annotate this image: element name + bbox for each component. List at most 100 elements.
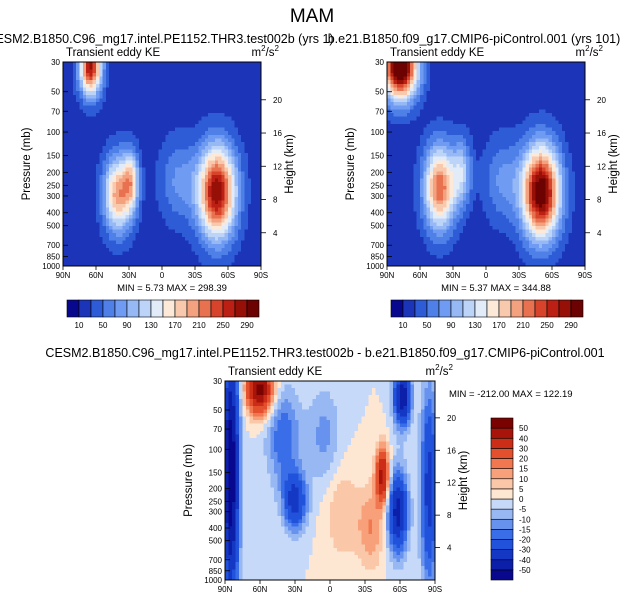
heat-cell — [221, 167, 226, 172]
heat-cell — [387, 62, 391, 67]
heat-cell — [102, 160, 107, 165]
heat-cell — [122, 72, 127, 77]
heat-cell — [387, 83, 391, 88]
heat-cell — [112, 123, 117, 128]
heat-cell — [410, 134, 414, 139]
heat-cell — [155, 211, 160, 216]
heat-cell — [109, 207, 113, 212]
heat-cell — [231, 204, 235, 209]
heat-cell — [234, 156, 239, 161]
heat-cell — [109, 109, 113, 114]
heat-cell — [525, 123, 530, 128]
heat-cell — [426, 76, 431, 81]
heat-cell — [387, 149, 391, 154]
heat-cell — [89, 255, 94, 260]
heat-cell — [231, 62, 235, 67]
heat-cell — [565, 113, 569, 118]
heat-cell — [446, 80, 451, 85]
heat-cell — [241, 109, 245, 114]
heat-cell — [158, 262, 163, 267]
heat-cell — [132, 204, 136, 209]
heat-cell — [234, 240, 239, 245]
heat-cell — [181, 204, 186, 209]
heat-cell — [115, 62, 120, 67]
heat-cell — [76, 80, 80, 85]
heat-cell — [122, 87, 127, 92]
heat-cell — [152, 262, 156, 267]
heat-cell — [502, 127, 507, 132]
heat-cell — [145, 222, 150, 227]
heat-cell — [502, 142, 507, 147]
heat-cell — [76, 149, 80, 154]
heat-cell — [505, 138, 510, 143]
heat-cell — [456, 116, 460, 121]
heat-cell — [63, 127, 67, 132]
heat-cell — [125, 142, 130, 147]
heat-cell — [552, 83, 556, 88]
heat-cell — [208, 120, 212, 125]
heat-cell — [115, 211, 120, 216]
heat-cell — [188, 156, 193, 161]
heat-cell — [125, 211, 130, 216]
heat-cell — [453, 69, 457, 74]
heat-cell — [578, 94, 583, 99]
heat-cell — [115, 160, 120, 165]
heat-cell — [247, 258, 252, 263]
heat-cell — [92, 215, 97, 220]
heat-cell — [433, 113, 437, 118]
heat-cell — [171, 156, 176, 161]
heat-cell — [218, 120, 222, 125]
heat-cell — [86, 65, 90, 70]
heat-cell — [244, 83, 249, 88]
heat-cell — [135, 236, 140, 241]
heat-cell — [142, 247, 146, 252]
heat-cell — [175, 211, 179, 216]
heat-cell — [423, 87, 427, 92]
heat-cell — [237, 178, 242, 183]
heat-cell — [416, 156, 421, 161]
heat-cell — [99, 134, 103, 139]
heat-cell — [171, 200, 176, 205]
heat-cell — [135, 142, 140, 147]
heat-cell — [221, 255, 226, 260]
heat-cell — [191, 171, 196, 176]
heat-cell — [99, 156, 103, 161]
heat-cell — [555, 87, 559, 92]
heat-cell — [89, 171, 94, 176]
heat-cell — [152, 233, 156, 238]
heat-cell — [155, 149, 160, 154]
heat-cell — [568, 123, 573, 128]
heat-cell — [469, 80, 474, 85]
heat-cell — [171, 62, 176, 67]
heat-cell — [224, 72, 229, 77]
heat-cell — [502, 113, 507, 118]
heat-cell — [148, 116, 153, 121]
heat-cell — [125, 72, 130, 77]
heat-cell — [512, 72, 517, 77]
heat-cell — [171, 207, 176, 212]
heat-cell — [109, 127, 113, 132]
heat-cell — [558, 62, 563, 67]
heat-cell — [181, 102, 186, 107]
heat-cell — [528, 131, 533, 136]
heat-cell — [456, 153, 460, 158]
heat-cell — [109, 153, 113, 158]
heat-cell — [241, 255, 245, 260]
heat-cell — [565, 83, 569, 88]
heat-cell — [439, 87, 444, 92]
heat-cell — [158, 156, 163, 161]
heat-cell — [254, 171, 259, 176]
heat-cell — [115, 123, 120, 128]
heat-cell — [218, 105, 222, 110]
heat-cell — [79, 156, 84, 161]
heat-cell — [522, 76, 526, 81]
heat-cell — [158, 225, 163, 230]
heat-cell — [165, 102, 169, 107]
heat-cell — [512, 134, 517, 139]
heat-cell — [406, 145, 411, 150]
heat-cell — [486, 145, 490, 150]
heat-cell — [148, 72, 153, 77]
heat-cell — [512, 98, 517, 103]
heat-cell — [119, 83, 123, 88]
heat-cell — [99, 193, 103, 198]
